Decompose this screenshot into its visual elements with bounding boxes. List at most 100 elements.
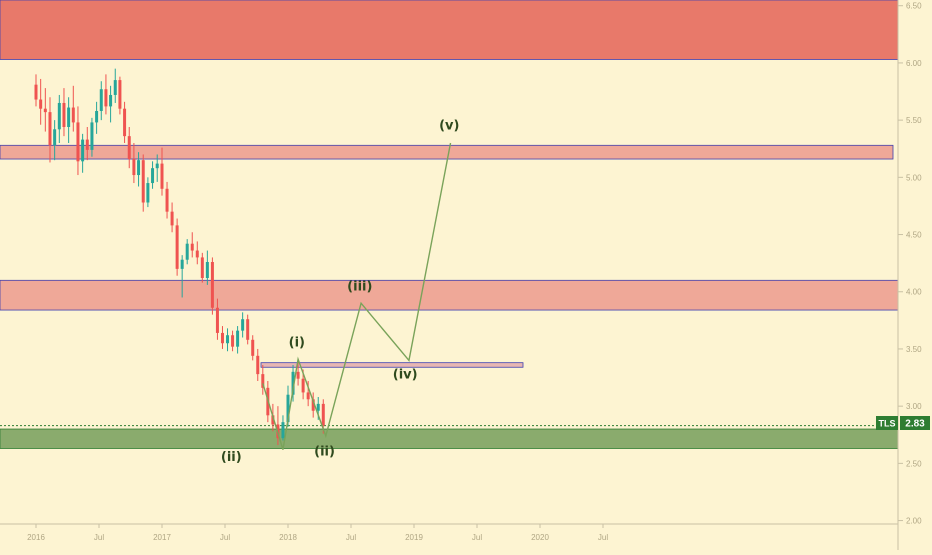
candle-body bbox=[146, 183, 150, 203]
wave-label: (iv) bbox=[393, 368, 418, 383]
candle bbox=[104, 74, 108, 115]
candle-body bbox=[321, 403, 325, 426]
candle-body bbox=[141, 160, 145, 203]
candle-body bbox=[67, 107, 71, 127]
price-label: 2.83 bbox=[905, 419, 925, 430]
candle-body bbox=[81, 139, 85, 162]
candle-body bbox=[123, 108, 127, 137]
candle-body bbox=[281, 422, 285, 439]
candle-body bbox=[71, 107, 75, 123]
price-tick-label: 3.00 bbox=[906, 402, 922, 411]
zone-resistance-top bbox=[0, 0, 899, 60]
time-tick-label: 2020 bbox=[531, 533, 549, 542]
candle-body bbox=[57, 102, 61, 130]
candle-body bbox=[113, 80, 117, 95]
candle bbox=[296, 359, 300, 386]
candle-body bbox=[170, 211, 174, 226]
candle bbox=[62, 88, 66, 137]
candle-body bbox=[118, 80, 122, 109]
candle bbox=[57, 94, 61, 144]
candle-body bbox=[160, 163, 164, 189]
candle-body bbox=[109, 94, 113, 107]
wave-label: (iii) bbox=[347, 280, 372, 295]
symbol-label: TLS bbox=[879, 419, 896, 429]
candle bbox=[151, 161, 155, 189]
candle-body bbox=[104, 89, 108, 107]
price-axis[interactable]: 6.50 6.00 5.50 5.00 4.50 4.00 3.50 3.00 2.50 2.00 bbox=[898, 2, 922, 526]
candle bbox=[48, 97, 52, 163]
candle bbox=[261, 364, 265, 395]
zone-support bbox=[0, 428, 899, 449]
candle-body bbox=[53, 129, 57, 146]
zones-layer bbox=[0, 0, 899, 449]
wave-label: (i) bbox=[289, 336, 305, 351]
candle bbox=[215, 298, 219, 340]
candle-body bbox=[76, 122, 80, 162]
candle-body bbox=[205, 262, 209, 279]
price-tick-label: 4.00 bbox=[906, 288, 922, 297]
candle-body bbox=[62, 102, 66, 127]
elliott-wave-path bbox=[262, 142, 452, 450]
candle bbox=[39, 78, 43, 125]
price-badge bbox=[900, 416, 930, 430]
time-tick-label: 2016 bbox=[27, 533, 45, 542]
candle-body bbox=[127, 136, 131, 160]
time-tick-label: Jul bbox=[346, 533, 356, 542]
candle-body bbox=[90, 122, 94, 150]
candle bbox=[210, 257, 214, 315]
candle bbox=[99, 81, 103, 121]
price-tick-label: 5.50 bbox=[906, 116, 922, 125]
candle bbox=[109, 85, 113, 123]
candle-body bbox=[246, 319, 250, 340]
price-tick-label: 6.50 bbox=[906, 2, 922, 11]
candle-body bbox=[256, 355, 260, 375]
candle-body bbox=[185, 243, 189, 260]
candle bbox=[236, 326, 240, 354]
candle bbox=[113, 68, 117, 103]
candle-body bbox=[132, 159, 136, 176]
candle bbox=[256, 348, 260, 381]
candle-body bbox=[43, 108, 47, 113]
candle bbox=[85, 126, 89, 161]
time-tick-label: 2018 bbox=[279, 533, 297, 542]
candle bbox=[226, 328, 230, 352]
candle bbox=[175, 218, 179, 276]
time-tick-label: Jul bbox=[94, 533, 104, 542]
candle-body bbox=[200, 257, 204, 279]
candle bbox=[200, 252, 204, 283]
zone-wave-i-level bbox=[260, 362, 524, 368]
candle bbox=[241, 312, 245, 338]
candle-body bbox=[316, 403, 320, 411]
candle bbox=[220, 326, 224, 349]
candle bbox=[195, 241, 199, 265]
candle bbox=[165, 181, 169, 219]
candle-body bbox=[175, 225, 179, 269]
candle-body bbox=[271, 415, 275, 425]
time-tick-label: Jul bbox=[472, 533, 482, 542]
time-axis[interactable]: 2016 Jul 2017 Jul 2018 Jul 2019 Jul 2020 Jul bbox=[27, 524, 608, 542]
candle bbox=[146, 177, 150, 208]
time-tick-label: 2019 bbox=[405, 533, 423, 542]
candle bbox=[141, 154, 145, 212]
price-tick-label: 5.00 bbox=[906, 173, 922, 182]
candle-body bbox=[251, 339, 255, 356]
candle-body bbox=[291, 371, 295, 395]
candle bbox=[231, 330, 235, 352]
time-tick-label: 2017 bbox=[153, 533, 171, 542]
candle-body bbox=[48, 112, 52, 146]
symbol-badge bbox=[876, 416, 898, 430]
candle-body bbox=[296, 371, 300, 379]
candle bbox=[95, 101, 99, 134]
zone-resistance-mid bbox=[0, 279, 899, 311]
candle bbox=[132, 143, 136, 184]
candle-body bbox=[137, 160, 141, 176]
candle bbox=[137, 152, 141, 187]
candle-body bbox=[220, 332, 224, 344]
candle-body bbox=[210, 262, 214, 308]
candle bbox=[43, 88, 47, 132]
candle-body bbox=[99, 89, 103, 111]
zone-resistance-upper bbox=[0, 144, 894, 160]
